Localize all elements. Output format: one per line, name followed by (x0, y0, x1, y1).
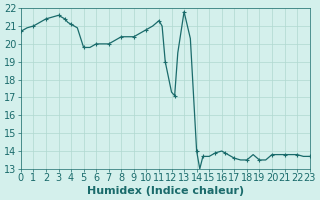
X-axis label: Humidex (Indice chaleur): Humidex (Indice chaleur) (87, 186, 244, 196)
